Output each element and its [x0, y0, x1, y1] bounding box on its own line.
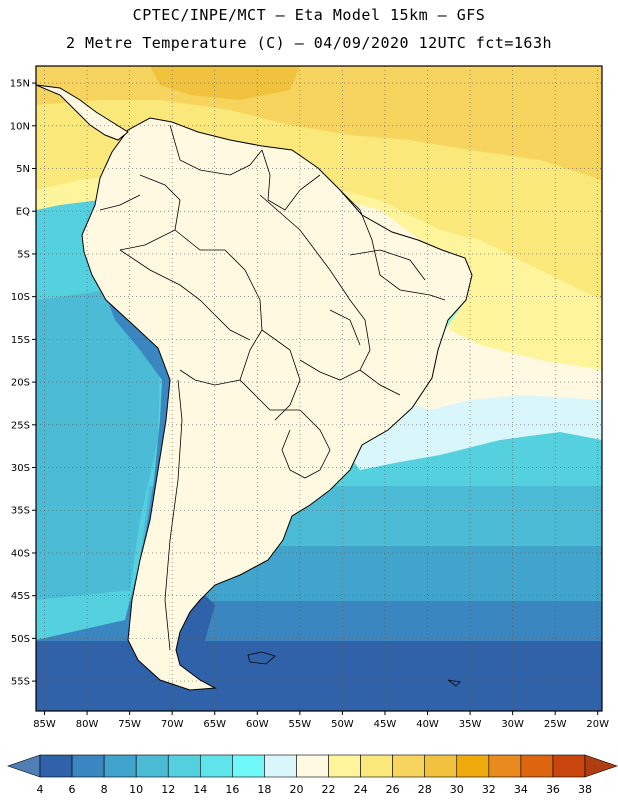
lat-tick-label: 10S	[11, 292, 30, 303]
colorbar-segment	[392, 754, 426, 778]
map-field	[36, 66, 602, 711]
lon-tick-label: 25W	[544, 719, 567, 730]
lon-tick-label: 50W	[331, 719, 354, 730]
colorbar-label: 36	[546, 783, 560, 796]
lat-tick-label: 35S	[11, 506, 30, 517]
colorbar-label: 38	[578, 783, 592, 796]
colorbar-label: 16	[225, 783, 239, 796]
colorbar-label: 14	[193, 783, 207, 796]
lat-tick-label: 45S	[11, 591, 30, 602]
colorbar-segment	[328, 754, 361, 778]
colorbar-label: 18	[257, 783, 271, 796]
colorbar-label: 24	[354, 783, 368, 796]
colorbar-segment	[264, 754, 297, 778]
colorbar-label: 26	[386, 783, 400, 796]
lon-tick-label: 70W	[161, 719, 184, 730]
colorbar-segment	[232, 754, 265, 778]
lat-tick-label: 15S	[11, 335, 30, 346]
lon-tick-label: 65W	[203, 719, 226, 730]
colorbar-segment	[424, 754, 458, 778]
colorbar-segment	[360, 754, 393, 778]
central-america	[36, 84, 129, 141]
colorbar-segment	[552, 754, 586, 778]
colorbar-segment	[39, 754, 73, 778]
colorbar-segment	[456, 754, 490, 778]
south-georgia	[447, 679, 461, 687]
lat-tick-label: 10N	[10, 121, 30, 132]
lon-tick-label: 80W	[76, 719, 99, 730]
andes-south	[100, 280, 185, 640]
colorbar-segment	[103, 754, 137, 778]
colorbar-label: 4	[37, 783, 44, 796]
colorbar-low-arrow	[7, 754, 41, 778]
colorbar-label: 12	[161, 783, 175, 796]
lat-tick-label: 55S	[11, 677, 30, 688]
colorbar-label: 30	[450, 783, 464, 796]
lat-tick-label: 5N	[16, 164, 30, 175]
colorbar-label: 8	[101, 783, 108, 796]
lon-tick-label: 55W	[289, 719, 312, 730]
lon-tick-label: 30W	[501, 719, 524, 730]
map-title-line1: CPTEC/INPE/MCT – Eta Model 15km – GFS	[132, 6, 486, 24]
colorbar-label: 20	[289, 783, 303, 796]
longitude-labels: 85W 80W 75W 70W 65W 60W 55W 50W 45W 40W 35W 30W 25W 2…	[33, 711, 609, 730]
lat-tick-label: 15N	[10, 79, 30, 90]
latitude-labels: 15N 10N 5N EQ 5S 10S 15S 20S 25S 30S 35S 40S 45S 50S 5…	[10, 79, 36, 688]
lon-tick-label: 75W	[118, 719, 141, 730]
colorbar-label: 10	[129, 783, 143, 796]
lon-tick-label: 85W	[33, 719, 56, 730]
colorbar-segment	[488, 754, 522, 778]
colorbar: 4 6 8 10 12 14 16 18 20 22 24 26 28 30 32 34 36 38	[7, 754, 618, 796]
colorbar-segment	[199, 754, 233, 778]
colorbar-segment	[520, 754, 554, 778]
colorbar-segment	[296, 754, 329, 778]
colorbar-label: 28	[418, 783, 432, 796]
country-borders	[99, 124, 446, 651]
map-title-line2: 2 Metre Temperature (C) – 04/09/2020 12U…	[65, 34, 553, 52]
colorbar-label: 34	[514, 783, 528, 796]
lon-tick-label: 60W	[246, 719, 269, 730]
lat-tick-label: 30S	[11, 463, 30, 474]
lat-tick-label: 5S	[17, 249, 30, 260]
lat-tick-label: 40S	[11, 548, 30, 559]
lon-tick-label: 20W	[586, 719, 609, 730]
lat-tick-label: EQ	[16, 207, 30, 218]
colorbar-label: 32	[482, 783, 496, 796]
lon-tick-label: 45W	[374, 719, 397, 730]
colorbar-segment	[135, 754, 169, 778]
colorbar-label: 6	[69, 783, 76, 796]
colorbar-segment	[167, 754, 201, 778]
atlantic-warm-patch	[380, 70, 480, 100]
falkland-islands	[247, 651, 276, 665]
lat-tick-label: 50S	[11, 634, 30, 645]
lon-tick-label: 35W	[459, 719, 482, 730]
lon-tick-label: 40W	[416, 719, 439, 730]
lat-tick-label: 20S	[11, 378, 30, 389]
pacific-band-12	[36, 290, 160, 600]
map-frame	[35, 65, 603, 712]
colorbar-segment	[71, 754, 105, 778]
colorbar-high-arrow	[584, 754, 618, 778]
colorbar-label: 22	[322, 783, 336, 796]
lat-tick-label: 25S	[11, 420, 30, 431]
